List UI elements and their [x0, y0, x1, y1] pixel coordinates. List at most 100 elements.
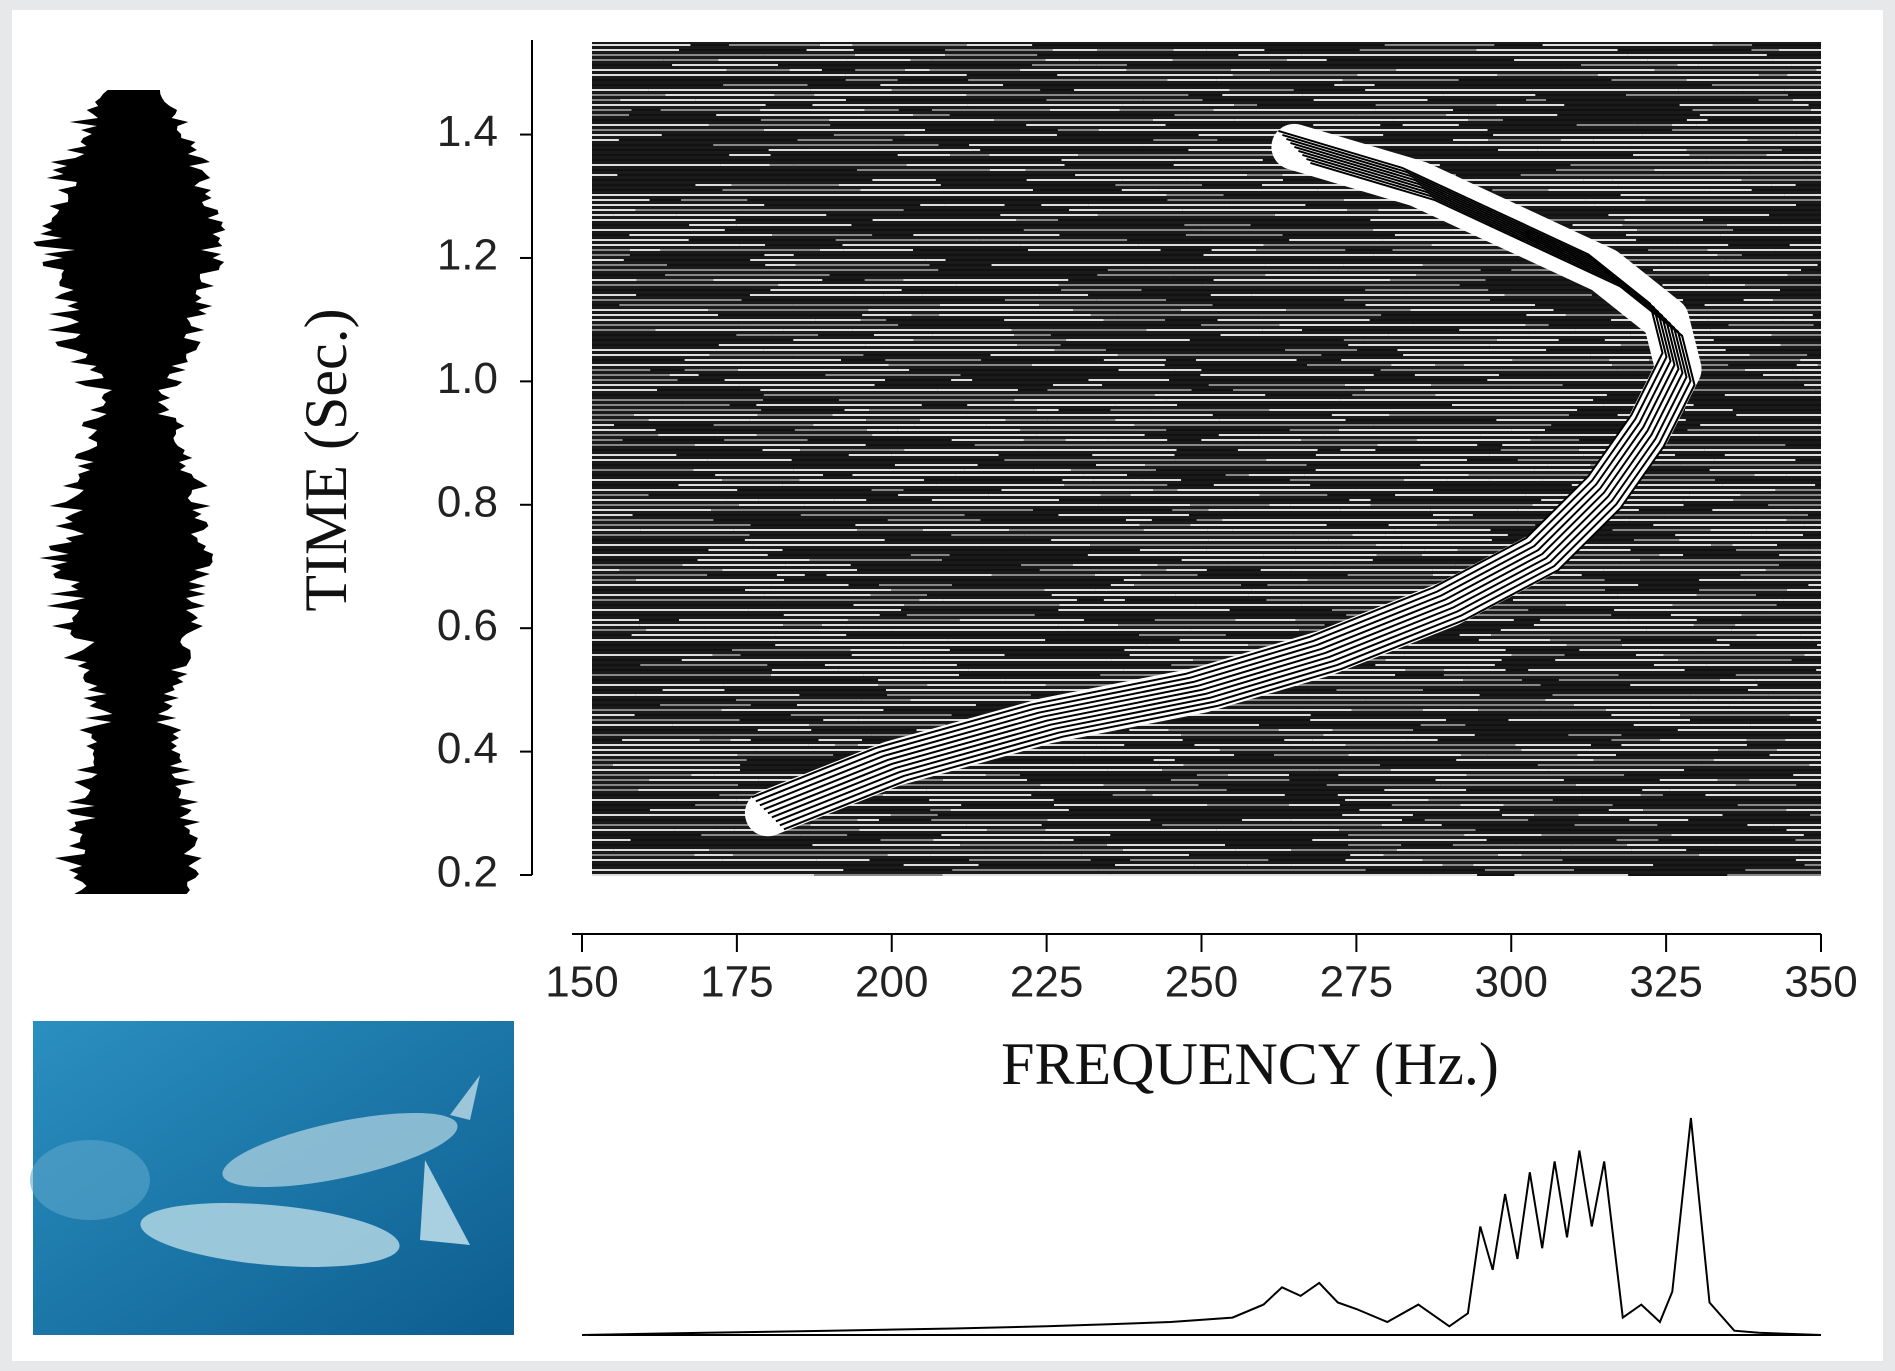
noise-row [592, 809, 650, 811]
noise-row [1356, 284, 1460, 286]
noise-row [1046, 324, 1202, 326]
noise-row [1098, 504, 1191, 506]
noise-row [1474, 734, 1569, 736]
noise-row [649, 179, 730, 181]
noise-row [1577, 409, 1686, 411]
noise-row [1059, 604, 1196, 606]
noise-row [819, 44, 853, 46]
noise-row [1401, 544, 1451, 546]
noise-row [1042, 149, 1189, 151]
noise-row [1747, 139, 1821, 141]
noise-row [1759, 434, 1821, 436]
noise-row [708, 549, 783, 551]
noise-row [1054, 349, 1106, 351]
noise-row [923, 479, 1063, 481]
noise-row [1004, 319, 1104, 321]
noise-row [1685, 559, 1821, 561]
noise-row [1182, 209, 1348, 211]
noise-row [1500, 624, 1534, 626]
noise-row [1020, 69, 1127, 71]
noise-row [592, 394, 764, 396]
noise-row [1334, 564, 1456, 566]
noise-row [592, 579, 636, 581]
noise-row [1639, 99, 1759, 101]
noise-row [1552, 714, 1612, 716]
noise-row [1552, 694, 1691, 696]
noise-row [988, 494, 1101, 496]
noise-row [1414, 704, 1464, 706]
noise-row [1485, 279, 1573, 281]
noise-row [929, 264, 992, 266]
noise-row [1189, 339, 1344, 341]
noise-row [1683, 554, 1780, 556]
noise-row [770, 674, 864, 676]
noise-row [592, 149, 769, 151]
noise-row [1735, 784, 1797, 786]
noise-row [729, 404, 757, 406]
noise-row [770, 154, 898, 156]
noise-row [1420, 464, 1548, 466]
noise-row [1815, 484, 1821, 486]
noise-row [1074, 89, 1116, 91]
noise-row [663, 59, 719, 61]
noise-row [883, 294, 923, 296]
noise-row [994, 259, 1140, 261]
noise-row [1212, 304, 1366, 306]
noise-row [592, 634, 632, 636]
noise-row [1128, 499, 1174, 501]
noise-row [1746, 744, 1821, 746]
noise-row [1585, 199, 1646, 201]
noise-row [1235, 834, 1349, 836]
noise-row [1627, 829, 1787, 831]
noise-row [684, 359, 842, 361]
noise-row [1613, 599, 1784, 601]
noise-row [1321, 354, 1404, 356]
noise-row [1266, 459, 1424, 461]
noise-row [1250, 224, 1427, 226]
noise-row [1749, 354, 1808, 356]
noise-row [592, 819, 764, 821]
noise-row [1125, 519, 1152, 521]
noise-row [920, 204, 946, 206]
noise-row [1393, 119, 1469, 121]
noise-row [592, 659, 682, 661]
noise-row [1663, 174, 1722, 176]
noise-row [1791, 659, 1821, 661]
noise-row [1522, 729, 1629, 731]
noise-row [1193, 169, 1346, 171]
noise-row [633, 414, 758, 416]
noise-row [1747, 689, 1821, 691]
noise-row [1059, 844, 1107, 846]
noise-row [1301, 439, 1417, 441]
noise-row [932, 769, 1108, 771]
noise-row [765, 244, 804, 246]
noise-row [1768, 694, 1821, 696]
noise-row [1423, 689, 1579, 691]
noise-row [1641, 469, 1710, 471]
noise-row [985, 849, 1123, 851]
noise-row [592, 399, 722, 401]
noise-row [1480, 434, 1537, 436]
noise-row [1194, 544, 1342, 546]
noise-row [1027, 249, 1090, 251]
noise-row [713, 144, 879, 146]
noise-row [1606, 544, 1712, 546]
noise-row [1402, 819, 1425, 821]
noise-row [1768, 504, 1821, 506]
noise-row [1209, 709, 1352, 711]
waveform [33, 90, 226, 894]
noise-row [1566, 644, 1622, 646]
noise-row [1365, 699, 1546, 701]
noise-row [1257, 289, 1366, 291]
noise-row [945, 49, 1053, 51]
noise-row [1756, 679, 1821, 681]
noise-row [842, 244, 1021, 246]
noise-row [592, 279, 637, 281]
noise-row [1616, 754, 1770, 756]
noise-row [1172, 59, 1287, 61]
noise-row [592, 724, 673, 726]
noise-row [1458, 124, 1577, 126]
noise-row [1611, 209, 1782, 211]
noise-row [1251, 84, 1335, 86]
noise-row [886, 689, 1063, 691]
